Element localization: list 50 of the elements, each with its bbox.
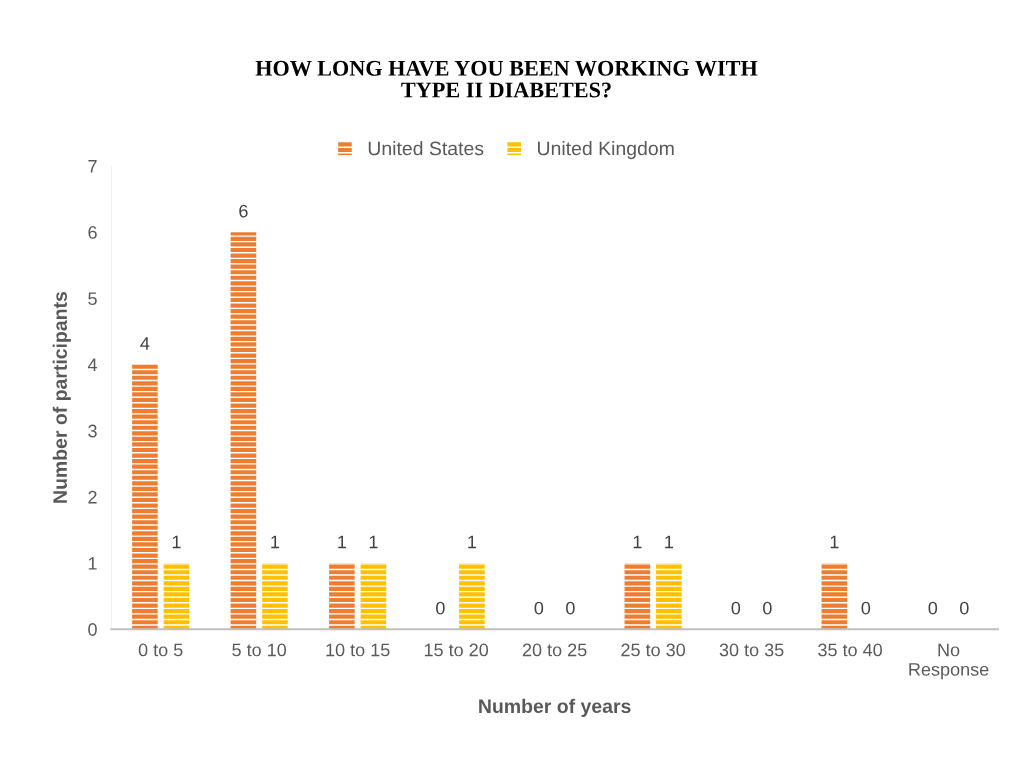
data-label: 0 — [731, 601, 741, 615]
y-tick-label: 0 — [88, 623, 97, 636]
data-label: 0 — [534, 601, 544, 615]
x-tick-label: 15 to 20 — [424, 643, 489, 657]
bar — [132, 364, 158, 630]
bar — [459, 563, 485, 630]
legend-label: United Kingdom — [538, 141, 674, 160]
chart-title: HOW LONG HAVE YOU BEEN WORKING WITH TYPE II DIABETES? — [255, 60, 758, 98]
data-label: 0 — [960, 601, 969, 615]
data-label: 1 — [369, 535, 378, 549]
y-tick-label: 5 — [88, 292, 97, 306]
x-axis-title: Number of years — [479, 698, 631, 717]
data-label: 6 — [239, 204, 248, 218]
data-label: 1 — [338, 535, 347, 549]
data-label: 0 — [566, 601, 575, 615]
data-label: 1 — [665, 535, 673, 549]
bar — [230, 232, 257, 630]
x-tick-label: No Response — [909, 643, 989, 680]
x-tick-label: 30 to 35 — [719, 643, 784, 657]
legend-label: United States — [368, 141, 484, 156]
data-label: 0 — [861, 601, 871, 615]
bar — [360, 563, 387, 630]
x-tick-label: 25 to 30 — [621, 643, 686, 657]
bar — [656, 563, 682, 630]
data-label: 1 — [271, 535, 280, 549]
data-label: 0 — [928, 601, 938, 615]
bar — [262, 563, 288, 630]
data-label: 0 — [763, 601, 772, 615]
y-tick-label: 7 — [88, 160, 97, 173]
data-label: 4 — [140, 337, 150, 350]
data-label: 1 — [468, 535, 477, 549]
y-tick-label: 4 — [87, 358, 98, 372]
bar — [821, 563, 848, 630]
data-label: 1 — [830, 535, 839, 549]
data-label: 0 — [436, 601, 445, 615]
y-tick-label: 1 — [88, 557, 97, 570]
x-tick-label: 5 to 10 — [232, 643, 287, 657]
x-tick-label: 10 to 15 — [326, 643, 390, 657]
x-tick-label: 0 to 5 — [138, 643, 183, 657]
data-label: 1 — [633, 535, 642, 549]
x-tick-label: 20 to 25 — [522, 643, 587, 657]
x-tick-label: 35 to 40 — [818, 643, 882, 657]
y-tick-label: 3 — [88, 424, 97, 438]
y-axis-title: Number of participants — [52, 291, 71, 503]
y-tick-label: 2 — [88, 490, 97, 504]
bar — [163, 563, 190, 630]
bar — [624, 563, 651, 630]
bar — [329, 563, 355, 630]
data-label: 1 — [172, 535, 181, 549]
y-tick-label: 6 — [88, 226, 97, 239]
